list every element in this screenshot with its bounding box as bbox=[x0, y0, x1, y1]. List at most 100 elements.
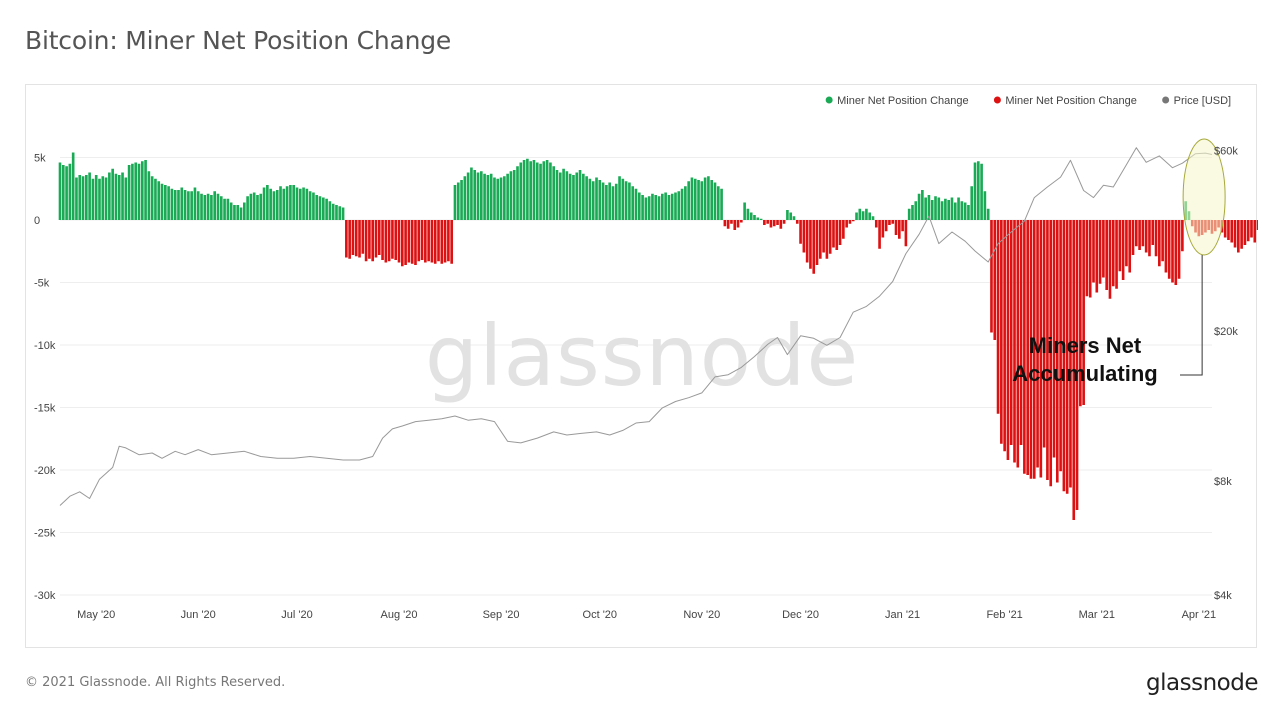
bar bbox=[1079, 220, 1082, 407]
bar bbox=[1052, 220, 1056, 458]
bar bbox=[394, 220, 398, 260]
bar bbox=[562, 168, 565, 220]
bar bbox=[539, 163, 542, 220]
bar bbox=[506, 173, 509, 220]
bar bbox=[1177, 220, 1181, 279]
bar bbox=[1006, 220, 1010, 460]
bar bbox=[233, 205, 236, 220]
bar bbox=[354, 220, 358, 257]
x-tick-label: Oct '20 bbox=[583, 609, 618, 621]
bar bbox=[368, 220, 371, 259]
bar bbox=[302, 187, 305, 220]
bar bbox=[647, 196, 651, 220]
bar bbox=[1065, 220, 1069, 494]
bar bbox=[1144, 220, 1148, 253]
legend-label: Price [USD] bbox=[1174, 95, 1231, 107]
bar bbox=[243, 202, 246, 220]
bar bbox=[967, 205, 970, 220]
bar bbox=[996, 220, 1000, 414]
bar bbox=[266, 185, 269, 220]
bar bbox=[618, 176, 621, 220]
bar bbox=[677, 191, 681, 220]
bar bbox=[874, 220, 878, 228]
bar bbox=[842, 220, 845, 239]
bar bbox=[1069, 220, 1072, 488]
bar bbox=[795, 220, 799, 224]
bar bbox=[1108, 220, 1112, 299]
bar bbox=[710, 180, 714, 220]
bar bbox=[1019, 220, 1023, 445]
y-right-tick-label: $8k bbox=[1214, 476, 1232, 488]
bar bbox=[493, 177, 496, 220]
bar bbox=[608, 182, 611, 220]
bar bbox=[944, 198, 947, 220]
bar bbox=[292, 185, 295, 220]
bar bbox=[611, 186, 615, 220]
bar bbox=[565, 171, 569, 220]
bar bbox=[907, 208, 911, 220]
y-right-tick-label: $4k bbox=[1214, 590, 1232, 602]
bar bbox=[1036, 220, 1039, 468]
bar bbox=[476, 172, 480, 220]
x-tick-label: Dec '20 bbox=[782, 609, 819, 621]
bar bbox=[674, 192, 677, 220]
bar bbox=[466, 172, 470, 220]
x-tick-label: Apr '21 bbox=[1182, 609, 1217, 621]
y-left-tick-label: -30k bbox=[34, 590, 56, 602]
annotation-leader bbox=[1180, 255, 1203, 376]
bar bbox=[1039, 220, 1043, 478]
bar bbox=[993, 220, 997, 340]
annotation-line-2: Accumulating bbox=[1012, 361, 1157, 386]
bar bbox=[763, 220, 766, 225]
bar bbox=[1082, 220, 1085, 405]
bar bbox=[532, 160, 536, 220]
bar bbox=[127, 165, 131, 220]
bar bbox=[447, 220, 450, 262]
bar bbox=[509, 171, 513, 220]
bar bbox=[252, 192, 256, 220]
bar bbox=[1059, 220, 1062, 472]
bar bbox=[766, 220, 769, 224]
bar bbox=[970, 186, 974, 220]
bar bbox=[1118, 220, 1122, 272]
bar bbox=[256, 195, 259, 220]
legend-layer: Miner Net Position Change Miner Net Posit… bbox=[825, 95, 1231, 107]
bar bbox=[486, 175, 490, 220]
bar bbox=[78, 175, 82, 220]
bar bbox=[200, 193, 203, 220]
bar bbox=[154, 178, 157, 220]
bar bbox=[1105, 220, 1108, 290]
bar bbox=[707, 176, 710, 220]
bar bbox=[740, 220, 743, 223]
bar bbox=[104, 177, 108, 220]
bar bbox=[1237, 220, 1240, 253]
bar bbox=[621, 178, 625, 220]
bar bbox=[582, 173, 585, 220]
bar bbox=[713, 182, 717, 220]
bar bbox=[424, 220, 427, 263]
bar bbox=[249, 193, 253, 220]
bar bbox=[456, 182, 460, 220]
bar bbox=[404, 220, 407, 265]
bar bbox=[75, 177, 78, 220]
bar bbox=[786, 210, 789, 220]
bar bbox=[226, 198, 230, 220]
bar bbox=[1227, 220, 1230, 240]
bar bbox=[345, 220, 348, 258]
bar bbox=[190, 191, 193, 220]
bar bbox=[308, 191, 312, 220]
bar bbox=[858, 208, 862, 220]
bar bbox=[891, 220, 895, 224]
x-tick-label: Nov '20 bbox=[683, 609, 720, 621]
bar bbox=[295, 187, 299, 220]
bar bbox=[358, 220, 361, 258]
bar bbox=[716, 186, 720, 220]
bar bbox=[68, 163, 72, 220]
page-title: Bitcoin: Miner Net Position Change bbox=[25, 26, 452, 55]
bar bbox=[687, 181, 690, 220]
bar bbox=[1032, 220, 1036, 479]
y-left-tick-label: -5k bbox=[34, 278, 50, 290]
bar bbox=[1253, 220, 1257, 243]
bar bbox=[888, 220, 891, 225]
bar bbox=[1151, 220, 1155, 245]
